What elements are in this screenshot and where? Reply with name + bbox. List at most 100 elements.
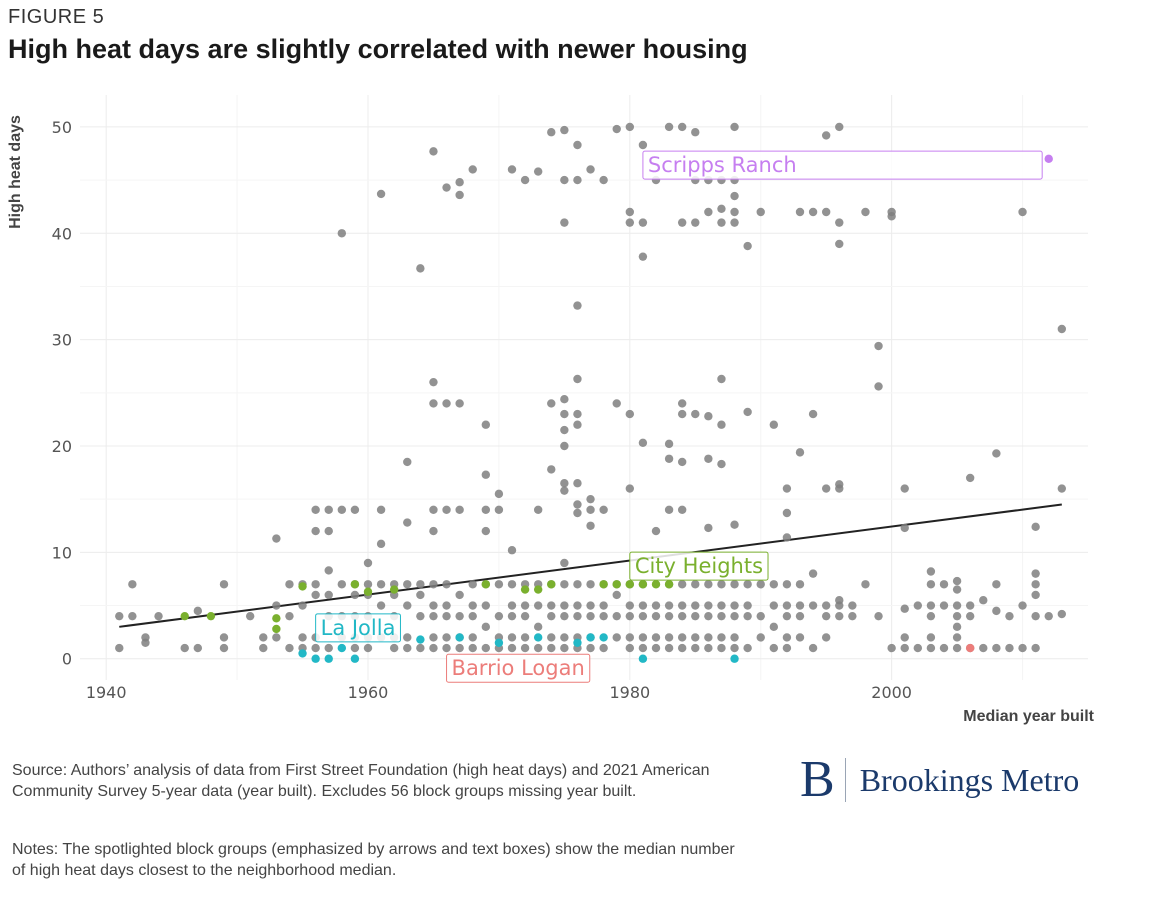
data-point bbox=[835, 611, 844, 621]
axis-ticks: 1940 1960 1980 2000 0 10 20 30 40 50 bbox=[52, 118, 912, 702]
data-point bbox=[560, 479, 569, 488]
data-point bbox=[795, 611, 805, 621]
data-point bbox=[560, 558, 569, 568]
data-point bbox=[547, 611, 556, 621]
data-point bbox=[651, 643, 661, 653]
data-point bbox=[337, 229, 347, 238]
data-point bbox=[835, 239, 844, 249]
logo-divider bbox=[844, 758, 846, 802]
data-point bbox=[259, 633, 268, 642]
data-point bbox=[926, 611, 936, 621]
data-point bbox=[664, 611, 674, 621]
data-point bbox=[429, 601, 438, 610]
y-tick-label: 10 bbox=[52, 543, 72, 562]
data-point bbox=[926, 601, 936, 610]
data-point bbox=[599, 505, 608, 515]
brookings-metro-logo: B Brookings Metro bbox=[800, 754, 1079, 806]
data-point bbox=[245, 611, 255, 621]
data-point bbox=[808, 409, 818, 419]
data-point bbox=[795, 207, 805, 217]
data-point bbox=[625, 218, 635, 227]
data-point bbox=[507, 580, 517, 589]
data-point bbox=[416, 590, 425, 600]
data-point bbox=[808, 207, 818, 217]
data-point bbox=[599, 611, 608, 621]
data-point bbox=[403, 633, 412, 642]
data-point bbox=[363, 580, 373, 589]
data-point bbox=[808, 643, 818, 653]
data-point bbox=[717, 611, 726, 621]
data-point bbox=[664, 633, 674, 642]
data-point bbox=[376, 601, 386, 610]
data-point bbox=[782, 580, 792, 589]
data-point bbox=[743, 611, 752, 621]
data-point bbox=[128, 580, 137, 589]
data-point-city-heights bbox=[651, 580, 661, 589]
data-point bbox=[756, 580, 765, 589]
data-point-la-jolla bbox=[298, 649, 307, 658]
data-point bbox=[952, 611, 962, 621]
data-point bbox=[691, 601, 700, 610]
data-point bbox=[494, 580, 504, 589]
data-point bbox=[848, 601, 857, 610]
data-point bbox=[638, 252, 648, 261]
data-point bbox=[1005, 611, 1014, 621]
data-point bbox=[193, 643, 203, 653]
data-point bbox=[324, 505, 333, 515]
data-point bbox=[560, 441, 569, 451]
data-point bbox=[835, 218, 844, 227]
data-point bbox=[795, 633, 805, 642]
data-point bbox=[782, 533, 792, 542]
data-point bbox=[115, 611, 124, 621]
data-point bbox=[442, 183, 451, 192]
data-point bbox=[704, 454, 713, 463]
data-point bbox=[560, 409, 569, 419]
data-point bbox=[900, 633, 909, 642]
data-point bbox=[481, 470, 491, 479]
data-point bbox=[533, 643, 543, 653]
data-point bbox=[324, 590, 333, 600]
data-point bbox=[730, 218, 739, 227]
data-point bbox=[586, 521, 595, 530]
data-point bbox=[350, 643, 360, 653]
data-point-la-jolla bbox=[337, 643, 347, 653]
x-tick-label: 2000 bbox=[871, 683, 912, 702]
data-point-la-jolla bbox=[455, 633, 464, 642]
data-point bbox=[861, 580, 870, 589]
data-point bbox=[219, 643, 229, 653]
data-point bbox=[1031, 580, 1040, 589]
data-point bbox=[743, 580, 752, 589]
data-point bbox=[717, 643, 726, 653]
data-point bbox=[468, 643, 477, 653]
data-point bbox=[573, 409, 582, 419]
data-point bbox=[560, 601, 569, 610]
data-point bbox=[952, 622, 962, 632]
data-point-city-heights bbox=[638, 580, 648, 589]
data-point bbox=[677, 580, 687, 589]
data-point bbox=[547, 601, 556, 610]
data-point-city-heights bbox=[363, 587, 373, 596]
data-point bbox=[429, 526, 438, 536]
data-point bbox=[586, 601, 595, 610]
data-point bbox=[520, 175, 530, 185]
data-point-la-jolla bbox=[494, 638, 504, 647]
data-point bbox=[861, 207, 870, 217]
data-point bbox=[1031, 611, 1040, 621]
data-point bbox=[704, 643, 713, 653]
data-point bbox=[376, 539, 386, 549]
data-point bbox=[625, 643, 635, 653]
data-point bbox=[560, 218, 569, 227]
annotation-label-barrio-logan: Barrio Logan bbox=[452, 656, 585, 680]
data-point bbox=[468, 633, 477, 642]
data-point bbox=[965, 611, 975, 621]
data-point bbox=[717, 204, 726, 214]
data-point bbox=[638, 601, 648, 610]
data-point bbox=[586, 643, 595, 653]
data-point bbox=[717, 601, 726, 610]
data-point bbox=[795, 601, 805, 610]
data-point bbox=[507, 643, 517, 653]
data-point bbox=[573, 140, 582, 150]
data-point bbox=[730, 601, 739, 610]
y-tick-label: 20 bbox=[52, 437, 72, 456]
data-point bbox=[442, 601, 451, 610]
